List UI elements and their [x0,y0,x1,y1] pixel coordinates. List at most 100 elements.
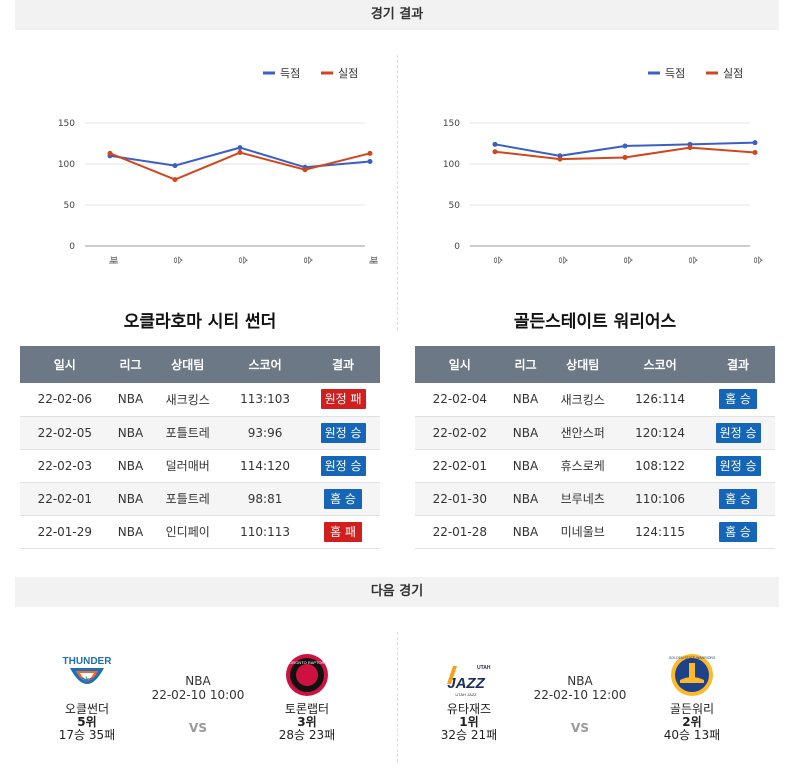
result-badge: 홈 패 [324,521,363,542]
game-opponent: 새크킹스 [151,383,225,417]
game-league: NBA [109,383,152,417]
team-name: 유타재즈 [446,702,492,716]
game-league: NBA [504,449,547,483]
y-tick-label: 50 [64,201,76,211]
vertical-divider [397,55,398,330]
team-name: 오클썬더 [64,702,110,716]
game-score: 110:106 [619,482,702,516]
game-opponent: 미네울브 [546,515,620,549]
game-result-cell: 홈 패 [306,515,380,549]
game-result-cell: 원정 승 [701,416,775,450]
match-datetime: 22-02-10 12:00 [533,688,627,702]
data-point [237,150,243,156]
team-rank: 5위 [77,715,97,729]
chart-legend: 득점 실점 [648,67,743,80]
game-date: 22-01-28 [415,515,505,549]
team1-recent-games-table: 일시 리그 상대팀 스코어 결과 22-02-06 NBA 새크킹스 113:103 원… [20,346,380,549]
table-row: 22-01-29 NBA 인디페이 110:113 홈 패 [20,515,380,549]
game-date: 22-02-06 [20,383,110,417]
team-name: 토론랩터 [284,702,330,716]
game-league: NBA [109,515,152,549]
home-team-info: 오클썬더 5위 17승 35패 [47,703,127,742]
game-score: 110:113 [224,515,307,549]
x-tick-label: 승 [492,256,503,264]
y-tick-label: 100 [443,160,460,170]
data-point [622,154,628,160]
game-date: 22-02-01 [20,482,110,516]
game-score: 93:96 [224,416,307,450]
table-row: 22-02-06 NBA 새크킹스 113:103 원정 패 [20,383,380,417]
table-row: 22-02-01 NBA 휴스로케 108:122 원정 승 [415,449,775,483]
raptors-logo: TORONTO RAPTORS [282,652,332,698]
team2-recent-games-table: 일시 리그 상대팀 스코어 결과 22-02-04 NBA 새크킹스 126:114 홈… [415,346,775,549]
thunder-logo-text: THUNDER [63,656,112,667]
team-record: 32승 21패 [440,728,498,742]
data-point [107,150,113,156]
next-match-2[interactable]: UTAH JAZZ UTAH JAZZ 유타재즈 1위 32승 21패 NBA … [405,630,775,755]
match-info: NBA 22-02-10 12:00 [525,674,635,702]
data-point [622,143,628,149]
data-point [752,140,758,146]
game-score: 120:124 [619,416,702,450]
game-league: NBA [504,515,547,549]
game-opponent: 샌안스퍼 [546,416,620,450]
game-league: NBA [504,383,547,417]
game-league: NBA [109,449,152,483]
team-record: 40승 13패 [663,728,721,742]
x-tick-label: 패 [367,256,378,264]
data-point [367,150,373,156]
game-result-cell: 원정 승 [306,416,380,450]
table-row: 22-02-02 NBA 샌안스퍼 120:124 원정 승 [415,416,775,450]
legend-label: 실점 [338,67,358,80]
results-section-title: 경기 결과 [15,0,779,30]
x-tick-label: 승 [172,256,183,264]
team-rank: 2위 [682,715,702,729]
game-date: 22-01-29 [20,515,110,549]
svg-text:okc: okc [81,677,93,684]
x-tick-label: 승 [622,256,633,264]
game-score: 126:114 [619,383,702,417]
next-match-1[interactable]: THUNDER okc 오클썬더 5위 17승 35패 NBA 22-02-10… [20,630,390,755]
data-point [172,177,178,183]
result-badge: 원정 패 [320,389,366,410]
result-badge: 원정 승 [715,455,761,476]
table-row: 22-02-03 NBA 덜러매버 114:120 원정 승 [20,449,380,483]
result-badge: 원정 승 [320,422,366,443]
col-date: 일시 [20,346,110,383]
match-datetime: 22-02-10 10:00 [151,688,245,702]
raptors-logo-text: TORONTO RAPTORS [287,660,328,665]
team-rank: 1위 [459,715,479,729]
game-opponent: 포틀트레 [151,482,225,516]
game-result-cell: 홈 승 [701,515,775,549]
team1-name-title: 오클라호마 시티 썬더 [123,312,277,332]
game-date: 22-02-01 [415,449,505,483]
y-tick-label: 0 [69,242,75,252]
col-date: 일시 [415,346,505,383]
y-tick-label: 150 [58,119,75,129]
team-name: 골든워리 [669,702,715,716]
game-opponent: 새크킹스 [546,383,620,417]
x-tick-label: 패 [107,256,118,264]
game-date: 22-02-04 [415,383,505,417]
y-tick-label: 150 [443,119,460,129]
table-row: 22-02-05 NBA 포틀트레 93:96 원정 승 [20,416,380,450]
game-result-cell: 원정 승 [306,449,380,483]
game-league: NBA [109,416,152,450]
col-score: 스코어 [224,346,307,383]
match-league: NBA [185,674,211,688]
col-result: 결과 [306,346,380,383]
game-score: 124:115 [619,515,702,549]
home-team-info: 유타재즈 1위 32승 21패 [429,703,509,742]
data-point [557,156,563,162]
game-result-cell: 원정 패 [306,383,380,417]
col-opponent: 상대팀 [546,346,620,383]
game-result-cell: 홈 승 [701,482,775,516]
warriors-logo-text: GOLDEN STATE WARRIORS [669,656,716,660]
table-row: 22-02-04 NBA 새크킹스 126:114 홈 승 [415,383,775,417]
jazz-logo-text: UTAH JAZZ [455,692,477,697]
data-point [492,141,498,147]
team2-name-title: 골든스테이트 워리어스 [513,312,677,332]
next-games-section-title: 다음 경기 [15,577,779,607]
game-result-cell: 홈 승 [701,383,775,417]
game-opponent: 덜러매버 [151,449,225,483]
